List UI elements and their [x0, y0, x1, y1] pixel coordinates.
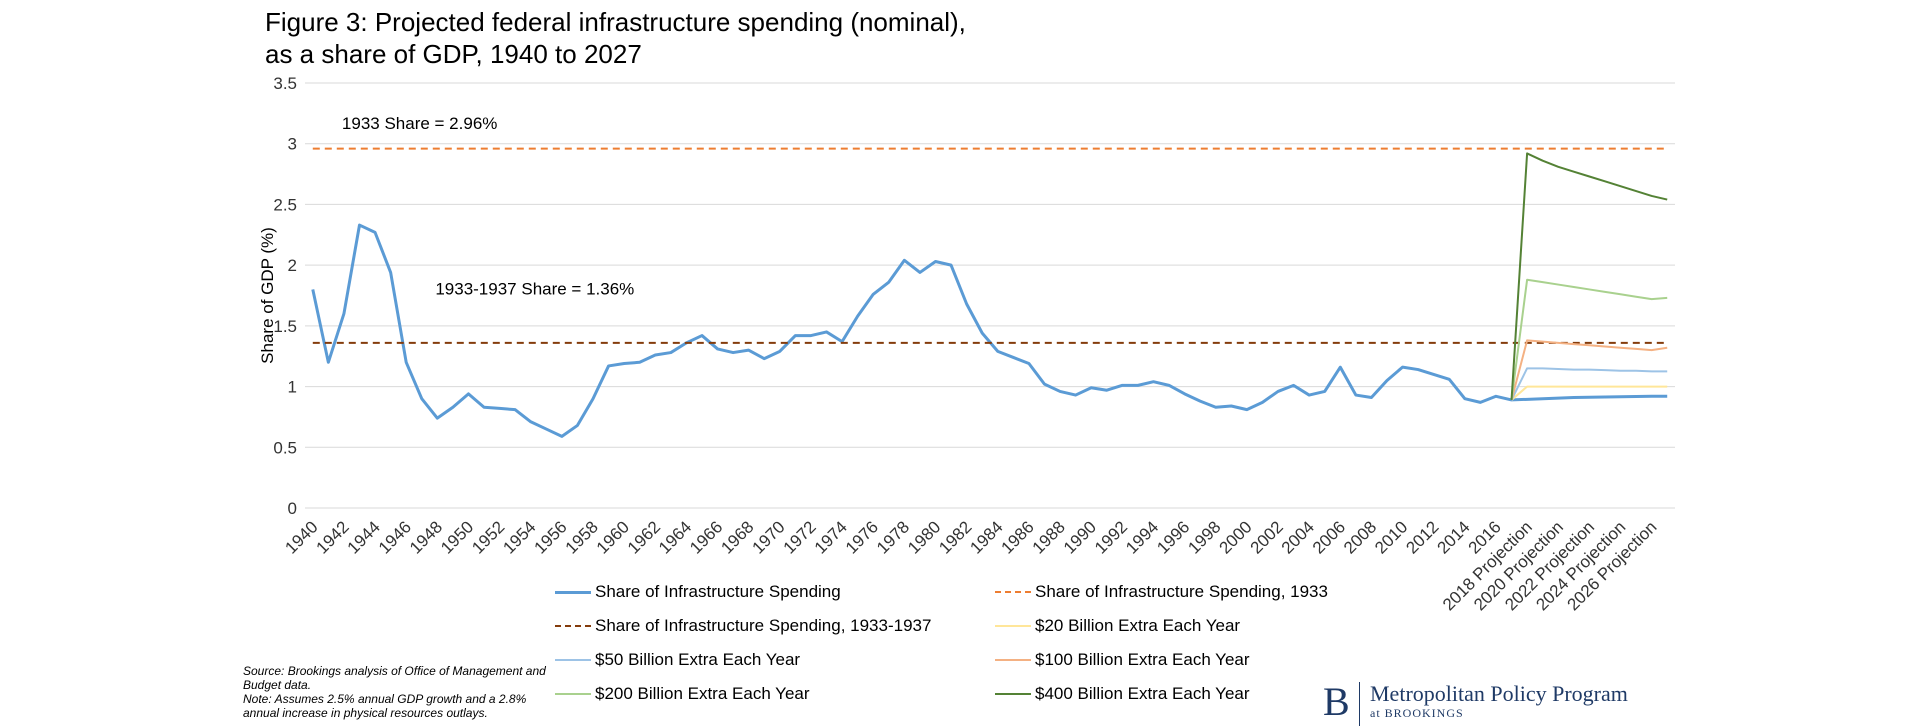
x-tick-label: 1952: [468, 517, 508, 557]
legend-label: Share of Infrastructure Spending, 1933-1…: [595, 616, 932, 635]
chart-annotation: 1933 Share = 2.96%: [342, 114, 497, 133]
x-tick-label: 2012: [1402, 517, 1442, 557]
note-text: Note: Assumes 2.5% annual GDP growth and…: [243, 692, 527, 720]
y-tick-label: 2.5: [273, 195, 297, 214]
x-tick-label: 1988: [1029, 517, 1069, 557]
x-tick-label: 1972: [780, 517, 820, 557]
legend-item: $400 Billion Extra Each Year: [995, 684, 1250, 704]
legend-item: Share of Infrastructure Spending, 1933-1…: [555, 616, 931, 636]
legend-item: $50 Billion Extra Each Year: [555, 650, 800, 670]
legend-swatch: [555, 659, 591, 661]
x-tick-label: 1980: [904, 517, 944, 557]
logo-sub: at BROOKINGS: [1370, 706, 1464, 720]
x-tick-label: 2008: [1340, 517, 1380, 557]
y-tick-label: 2: [288, 256, 297, 275]
source-text: Source: Brookings analysis of Office of …: [243, 664, 546, 692]
x-tick-label: 1960: [593, 517, 633, 557]
x-tick-label: 1940: [281, 517, 321, 557]
legend-label: $50 Billion Extra Each Year: [595, 650, 801, 669]
legend-item: $200 Billion Extra Each Year: [555, 684, 810, 704]
axes: 0 0.5 1 1.5 2 2.5 3 3.5 Share of GDP (%) 19401942…: [258, 74, 1660, 614]
y-tick-label: 1.5: [273, 317, 297, 336]
annotations: 1933 Share = 2.96% 1933-1937 Share = 1.36…: [342, 114, 634, 298]
x-tick-label: 1994: [1122, 517, 1162, 557]
series-line-0: [311, 223, 1668, 438]
x-tick-label: 2002: [1247, 517, 1287, 557]
x-tick-label: 1958: [562, 517, 602, 557]
series-line-6: [1510, 278, 1668, 401]
x-tick-label: 1982: [935, 517, 975, 557]
x-tick-label: 1968: [717, 517, 757, 557]
legend-swatch: [995, 591, 1031, 593]
legend-swatch: [555, 693, 591, 695]
x-tick-label: 1996: [1153, 517, 1193, 557]
legend-swatch: [995, 659, 1031, 661]
y-tick-label: 3: [288, 135, 297, 154]
logo-name: Metropolitan Policy Program: [1370, 681, 1628, 706]
x-tick-label: 1976: [842, 517, 882, 557]
x-tick-label: 1942: [313, 517, 353, 557]
chart-title: Figure 3: Projected federal infrastructu…: [265, 6, 1165, 70]
chart-title-line2: as a share of GDP, 1940 to 2027: [265, 39, 642, 69]
x-tick-label: 1956: [531, 517, 571, 557]
x-tick-label: 1944: [344, 517, 384, 557]
series-line-5: [1510, 339, 1668, 401]
x-tick-label: 1964: [655, 517, 695, 557]
legend-item: $100 Billion Extra Each Year: [995, 650, 1250, 670]
chart-title-line1: Figure 3: Projected federal infrastructu…: [265, 7, 966, 37]
x-tick-label: 1986: [998, 517, 1038, 557]
series-line-3: [1510, 385, 1668, 401]
series-line-7: [1510, 152, 1668, 400]
x-tick-label: 1946: [375, 517, 415, 557]
legend-swatch: [555, 625, 591, 627]
series-lines: [311, 147, 1668, 438]
x-tick-label: 1998: [1184, 517, 1224, 557]
legend-item: Share of Infrastructure Spending, 1933: [995, 582, 1328, 602]
y-tick-label: 0: [288, 499, 297, 518]
legend-item: Share of Infrastructure Spending: [555, 582, 841, 602]
legend-label: $400 Billion Extra Each Year: [1035, 684, 1250, 703]
y-tick-label: 1: [288, 378, 297, 397]
legend-label: $200 Billion Extra Each Year: [595, 684, 810, 703]
legend-label: Share of Infrastructure Spending: [595, 582, 841, 601]
x-tick-label: 1992: [1091, 517, 1131, 557]
y-tick-label: 0.5: [273, 438, 297, 457]
x-tick-label: 1962: [624, 517, 664, 557]
x-tick-label: 2004: [1278, 517, 1318, 557]
legend-label: $100 Billion Extra Each Year: [1035, 650, 1250, 669]
source-note: Source: Brookings analysis of Office of …: [243, 664, 553, 720]
legend-item: $20 Billion Extra Each Year: [995, 616, 1240, 636]
x-tick-label: 1970: [748, 517, 788, 557]
legend-swatch: [995, 625, 1031, 627]
legend-swatch: [555, 590, 591, 594]
y-tick-label: 3.5: [273, 74, 297, 93]
legend-label: $20 Billion Extra Each Year: [1035, 616, 1241, 635]
x-tick-label: 2000: [1216, 517, 1256, 557]
y-axis-label: Share of GDP (%): [258, 227, 277, 364]
logo-divider: [1359, 682, 1360, 726]
legend-swatch: [995, 693, 1031, 695]
x-tick-label: 1950: [437, 517, 477, 557]
x-tick-label: 2010: [1371, 517, 1411, 557]
x-tick-label: 2006: [1309, 517, 1349, 557]
logo-mark: B: [1323, 679, 1350, 724]
brookings-logo: B Metropolitan Policy Program at BROOKIN…: [1323, 682, 1628, 726]
x-tick-label: 1984: [966, 517, 1006, 557]
gridlines: [305, 82, 1675, 509]
series-line-4: [1510, 367, 1668, 401]
x-tick-label: 1966: [686, 517, 726, 557]
x-tick-label: 1990: [1060, 517, 1100, 557]
x-tick-label: 2014: [1433, 517, 1473, 557]
x-tick-label: 1954: [499, 517, 539, 557]
x-tick-label: 1974: [811, 517, 851, 557]
legend-label: Share of Infrastructure Spending, 1933: [1035, 582, 1328, 601]
chart-annotation: 1933-1937 Share = 1.36%: [435, 279, 634, 298]
x-tick-label: 1948: [406, 517, 446, 557]
x-tick-label: 1978: [873, 517, 913, 557]
